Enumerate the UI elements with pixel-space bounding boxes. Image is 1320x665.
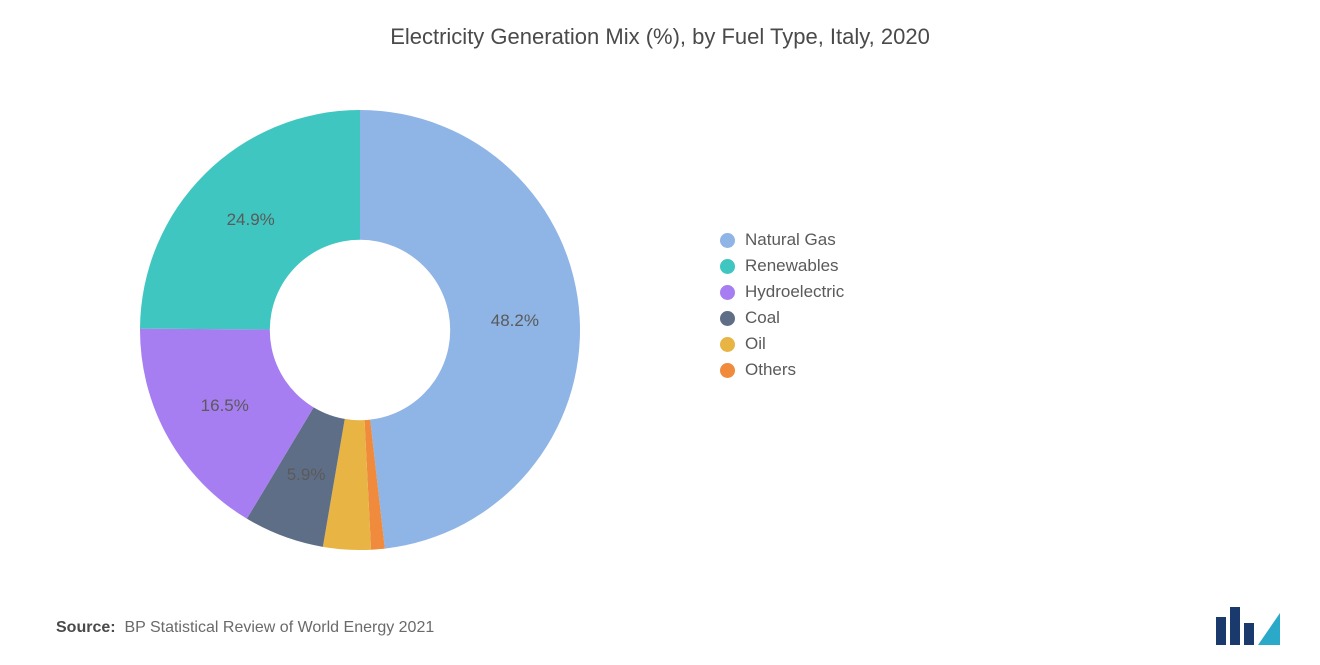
donut-hole xyxy=(270,240,450,420)
legend-label: Oil xyxy=(745,334,766,354)
donut-chart: 48.2% 5.9% 16.5% 24.9% xyxy=(140,110,580,550)
legend-marker-icon xyxy=(720,285,735,300)
slice-label-hydroelectric: 16.5% xyxy=(201,396,249,416)
legend-label: Coal xyxy=(745,308,780,328)
legend-item-hydroelectric: Hydroelectric xyxy=(720,282,844,302)
legend-item-natural-gas: Natural Gas xyxy=(720,230,844,250)
source-line: Source: BP Statistical Review of World E… xyxy=(56,619,434,637)
legend-marker-icon xyxy=(720,233,735,248)
legend-label: Others xyxy=(745,360,796,380)
source-label: Source: xyxy=(56,619,116,636)
legend-label: Renewables xyxy=(745,256,839,276)
legend-label: Hydroelectric xyxy=(745,282,844,302)
chart-container: Electricity Generation Mix (%), by Fuel … xyxy=(0,0,1320,665)
brand-logo xyxy=(1216,607,1280,645)
slice-label-coal: 5.9% xyxy=(287,465,326,485)
legend-item-renewables: Renewables xyxy=(720,256,844,276)
legend-marker-icon xyxy=(720,311,735,326)
legend-marker-icon xyxy=(720,337,735,352)
source-text: BP Statistical Review of World Energy 20… xyxy=(124,619,434,636)
legend-label: Natural Gas xyxy=(745,230,836,250)
legend-item-oil: Oil xyxy=(720,334,844,354)
chart-title: Electricity Generation Mix (%), by Fuel … xyxy=(0,24,1320,50)
legend: Natural Gas Renewables Hydroelectric Coal Oi… xyxy=(720,230,844,386)
slice-label-renewables: 24.9% xyxy=(227,210,275,230)
slice-label-natural-gas: 48.2% xyxy=(491,311,539,331)
legend-item-others: Others xyxy=(720,360,844,380)
legend-marker-icon xyxy=(720,259,735,274)
legend-marker-icon xyxy=(720,363,735,378)
legend-item-coal: Coal xyxy=(720,308,844,328)
